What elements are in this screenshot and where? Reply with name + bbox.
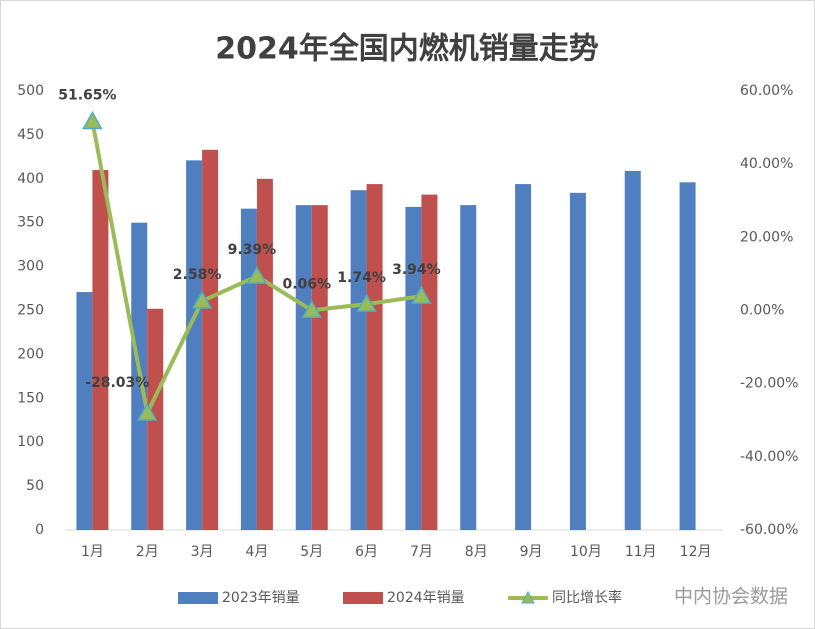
- legend-label: 2024年销量: [387, 590, 465, 606]
- data-label: 2.58%: [173, 267, 222, 283]
- watermark: 中内协会数据: [674, 586, 788, 608]
- line-marker: [301, 299, 323, 319]
- bar: [569, 192, 586, 530]
- data-label: 3.94%: [392, 262, 441, 278]
- y-tick-label: 200: [17, 346, 44, 362]
- bar: [76, 292, 93, 530]
- bar: [240, 208, 257, 531]
- y2-tick-label: -60.00%: [740, 522, 798, 538]
- line-marker: [191, 290, 213, 309]
- line-marker: [356, 293, 377, 312]
- x-tick-label: 7月: [410, 544, 433, 560]
- y-tick-label: 300: [17, 259, 44, 275]
- bar: [679, 182, 696, 530]
- bar: [202, 149, 219, 531]
- y2-tick-label: 20.00%: [740, 229, 793, 245]
- bar: [311, 205, 328, 530]
- y2-tick-label: 60.00%: [740, 83, 793, 99]
- line-marker: [246, 265, 268, 284]
- bar: [421, 194, 438, 530]
- bar: [350, 190, 367, 531]
- data-label: 51.65%: [58, 88, 116, 104]
- line-marker: [136, 402, 158, 421]
- y2-tick-label: 0.00%: [740, 303, 784, 319]
- x-tick-label: 1月: [81, 544, 104, 560]
- y-tick-label: 150: [17, 390, 44, 406]
- y-tick-label: 50: [26, 478, 44, 494]
- bar: [295, 205, 312, 530]
- y-tick-label: 450: [17, 127, 44, 143]
- data-label: 9.39%: [228, 242, 277, 258]
- y-tick-label: 350: [17, 215, 44, 231]
- x-tick-label: 3月: [191, 544, 214, 560]
- data-label: -28.03%: [85, 375, 149, 391]
- legend-swatch: [521, 590, 535, 604]
- bar: [624, 170, 641, 530]
- y-tick-label: 100: [17, 434, 44, 450]
- bar: [366, 184, 383, 530]
- x-tick-label: 6月: [355, 544, 378, 560]
- bar: [186, 160, 203, 530]
- y2-tick-label: -20.00%: [740, 376, 798, 392]
- bar: [405, 206, 422, 530]
- line-marker: [82, 111, 103, 130]
- bar: [460, 205, 477, 530]
- x-tick-label: 4月: [245, 544, 268, 560]
- legend-swatch: [178, 592, 218, 604]
- y-tick-label: 500: [17, 83, 44, 99]
- x-tick-label: 12月: [680, 544, 712, 560]
- data-label: 1.74%: [337, 270, 386, 286]
- x-tick-label: 8月: [465, 544, 488, 560]
- y-tick-label: 400: [17, 171, 44, 187]
- line-marker: [411, 285, 432, 304]
- legend-label: 同比增长率: [552, 589, 622, 606]
- bar: [256, 178, 273, 531]
- y2-tick-label: -40.00%: [740, 449, 798, 465]
- bar: [92, 170, 109, 530]
- y2-tick-label: 40.00%: [740, 156, 793, 172]
- x-tick-label: 2月: [136, 544, 159, 560]
- y-tick-label: 0: [35, 522, 44, 538]
- legend-swatch: [343, 592, 383, 604]
- x-tick-label: 11月: [625, 544, 657, 560]
- data-label: 0.06%: [282, 276, 331, 292]
- x-tick-label: 9月: [520, 544, 543, 560]
- bar: [515, 184, 532, 530]
- y-tick-label: 250: [17, 303, 44, 319]
- chart-title: 2024年全国内燃机销量走势: [215, 32, 599, 67]
- x-tick-label: 10月: [570, 544, 602, 560]
- legend-label: 2023年销量: [222, 590, 300, 606]
- x-tick-label: 5月: [300, 544, 323, 560]
